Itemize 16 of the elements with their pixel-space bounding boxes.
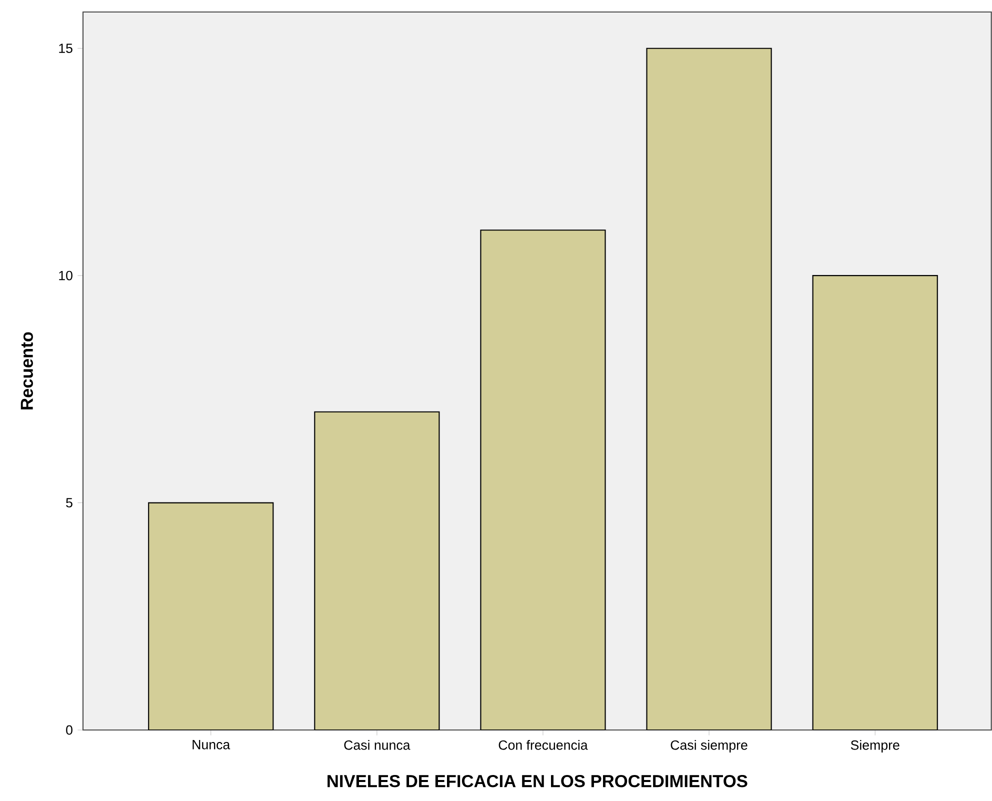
x-axis-title: NIVELES DE EFICACIA EN LOS PROCEDIMIENTOS <box>328 774 748 788</box>
x-tick-label: Casi nunca <box>344 740 410 750</box>
y-tick-label: 10 <box>59 270 72 280</box>
x-tick-label: Siempre <box>850 740 900 752</box>
y-tick-label: 5 <box>66 498 72 508</box>
y-axis-title: Recuento <box>20 332 33 410</box>
y-tick-label: 0 <box>66 725 72 735</box>
bar <box>646 48 772 730</box>
y-tick-label: 15 <box>59 44 72 53</box>
bar <box>148 502 274 730</box>
x-tick-label: Casi siempre <box>670 740 748 752</box>
x-tick-label: Con frecuencia <box>498 740 588 750</box>
bar <box>812 275 938 730</box>
bar <box>480 230 606 730</box>
x-tick-label: Nunca <box>192 740 230 750</box>
bar <box>314 412 440 730</box>
